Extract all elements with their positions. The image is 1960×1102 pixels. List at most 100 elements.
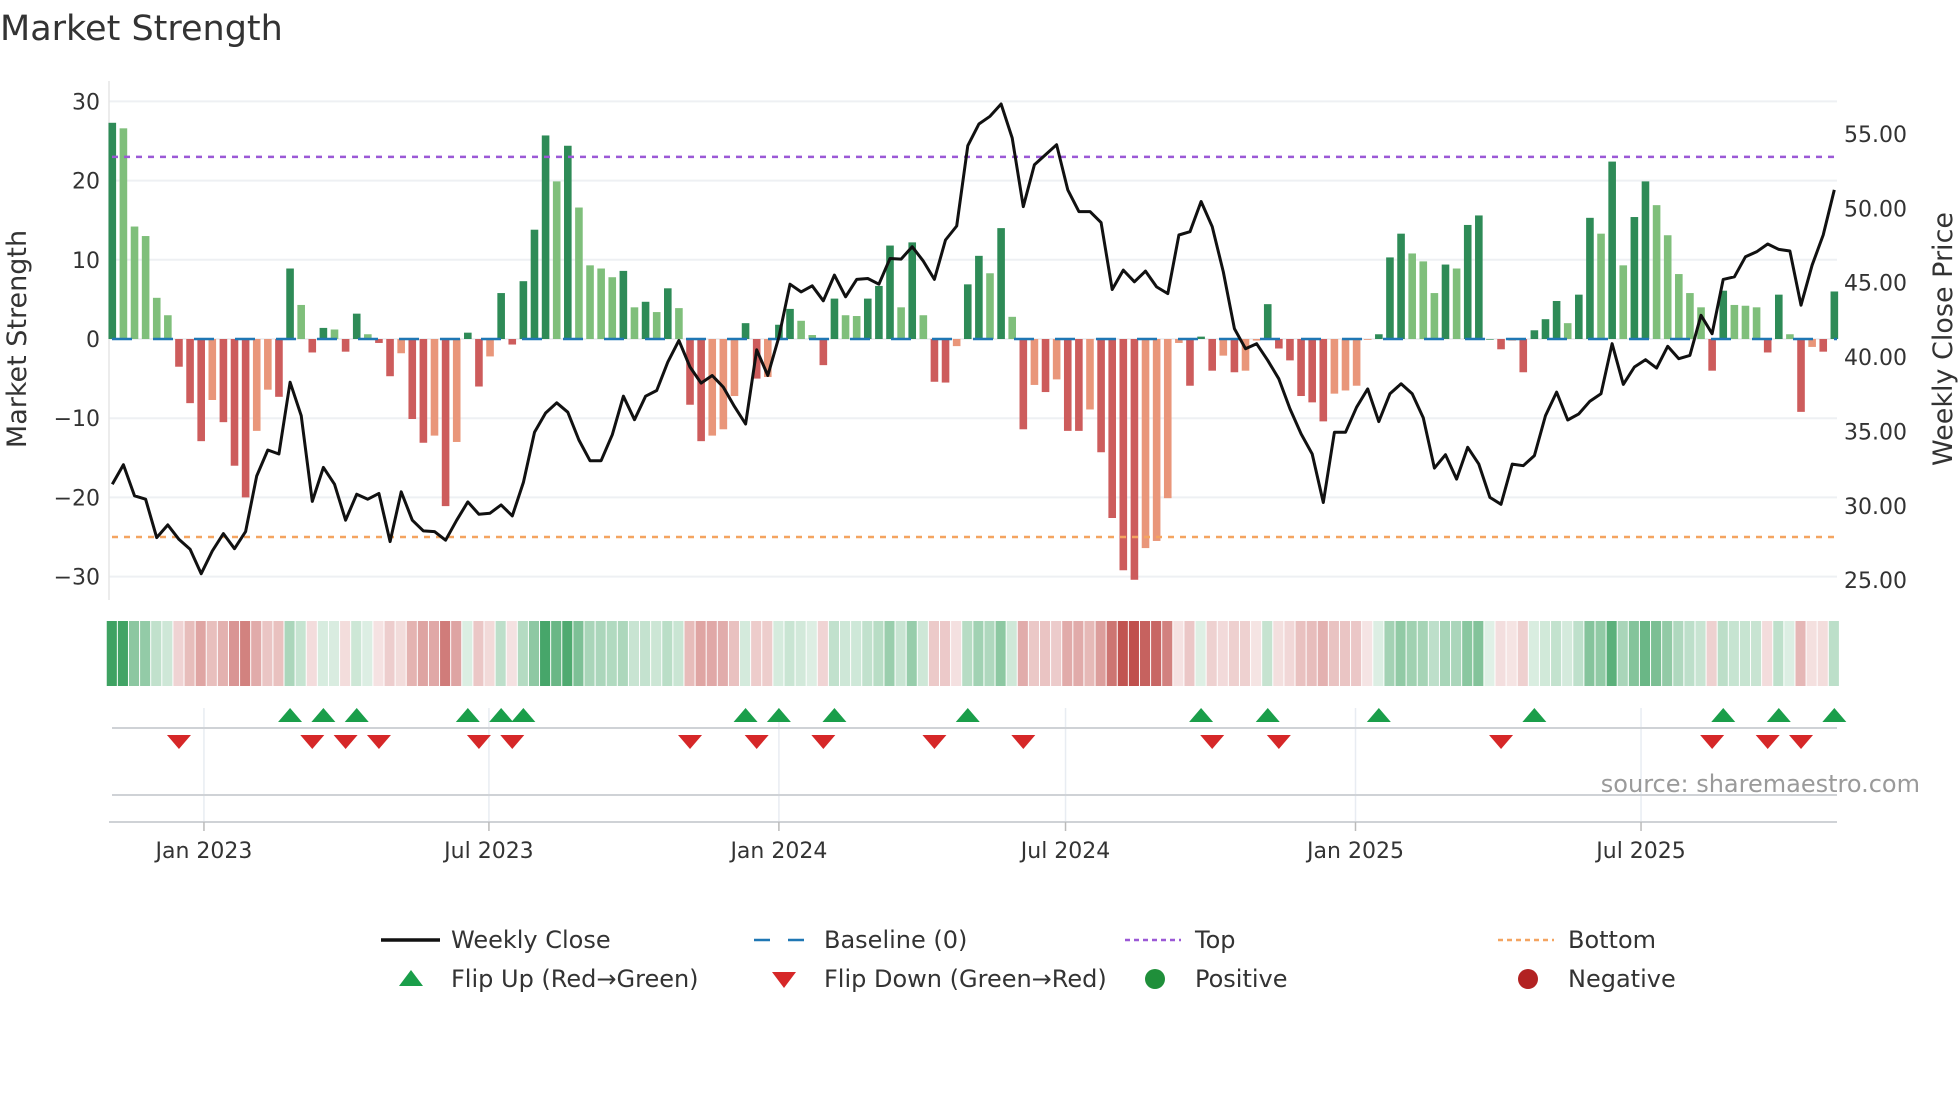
strength-bar — [219, 339, 228, 423]
strength-bar — [975, 255, 983, 339]
strength-bar — [986, 273, 994, 339]
heat-cell — [1617, 621, 1628, 686]
strength-bar — [1186, 339, 1194, 386]
strength-bar — [1730, 304, 1739, 339]
heat-cell — [1051, 621, 1062, 686]
flip-down-marker — [1266, 735, 1291, 749]
strength-bar — [708, 339, 717, 436]
heat-cell — [1351, 621, 1362, 686]
heat-cell — [1762, 621, 1773, 686]
strength-bar — [252, 339, 261, 431]
strength-bars — [108, 122, 1839, 580]
heat-cell — [1106, 621, 1117, 686]
strength-bar — [608, 277, 617, 339]
right-tick-label: 35.00 — [1844, 420, 1907, 445]
heat-cell — [1595, 621, 1606, 686]
flip-up-marker — [1522, 708, 1547, 722]
strength-bar — [1319, 339, 1328, 422]
heat-cell — [1717, 621, 1728, 686]
strength-bar — [1752, 307, 1761, 339]
flip-down-marker — [166, 735, 191, 749]
heat-cell — [1662, 621, 1673, 686]
strength-bar — [341, 339, 350, 352]
strength-bar — [1263, 304, 1272, 339]
heat-cell — [817, 621, 828, 686]
heat-cell — [184, 621, 195, 686]
strength-bar — [1052, 339, 1061, 380]
legend-label: Top — [1194, 926, 1236, 954]
strength-bar — [664, 288, 672, 339]
strength-bar — [863, 298, 872, 339]
strength-bar — [763, 339, 772, 378]
heat-cell — [362, 621, 373, 686]
heat-cell — [140, 621, 151, 686]
heat-cell — [395, 621, 406, 686]
heat-cell — [984, 621, 995, 686]
heat-cell — [617, 621, 628, 686]
flip-down-marker — [1200, 735, 1225, 749]
gridlines — [109, 100, 1837, 578]
strength-bar — [1830, 291, 1839, 339]
right-tick-label: 45.00 — [1844, 272, 1907, 297]
strength-bar — [963, 284, 972, 339]
strength-bar — [1275, 339, 1283, 349]
strength-bar — [1208, 339, 1216, 371]
strength-bar — [852, 316, 861, 339]
heat-cell — [851, 621, 862, 686]
heat-cell — [228, 621, 240, 686]
legend-item-close: Weekly Close — [381, 926, 611, 954]
strength-bar — [486, 339, 494, 357]
reference-lines — [112, 155, 1837, 539]
strength-bar — [897, 307, 905, 339]
flip-up-marker — [733, 708, 758, 722]
heat-cell — [1695, 621, 1706, 686]
heat-cell — [1773, 621, 1784, 686]
flip-down-marker — [1700, 735, 1725, 749]
heat-cell — [1506, 621, 1517, 686]
strength-bar — [1741, 305, 1750, 339]
heat-cell — [562, 621, 573, 686]
flip-down-icon — [772, 972, 796, 988]
flip-up-marker — [311, 708, 336, 722]
strength-bar — [1786, 334, 1794, 339]
heat-cell — [606, 621, 617, 686]
heat-cell — [1284, 621, 1295, 686]
strength-bar — [108, 122, 117, 339]
strength-bar — [1375, 334, 1383, 339]
heat-cell — [1251, 621, 1262, 686]
strength-bar — [1297, 339, 1305, 397]
heat-cell — [417, 621, 428, 686]
strength-bar — [1797, 339, 1805, 412]
legend-item-bottom: Bottom — [1498, 926, 1656, 954]
flip-up-marker — [489, 708, 514, 722]
heat-cell — [1151, 621, 1162, 686]
heat-cell — [206, 621, 217, 686]
strength-bar — [1286, 339, 1294, 361]
strength-bar — [1030, 339, 1039, 385]
heat-cell — [1362, 621, 1373, 686]
heat-cell — [273, 621, 284, 686]
heat-cell — [528, 621, 540, 686]
strength-bar — [1408, 253, 1416, 339]
heat-cell — [295, 621, 306, 686]
strength-bar — [819, 339, 828, 366]
heat-cell — [973, 621, 984, 686]
strength-bar — [1041, 339, 1050, 393]
heat-cell — [995, 621, 1006, 686]
heat-cell — [1751, 621, 1762, 686]
heat-cell — [1128, 621, 1139, 686]
weekly-close-line — [110, 102, 1836, 576]
flip-down-marker — [1011, 735, 1036, 749]
right-tick-label: 30.00 — [1844, 495, 1907, 520]
strength-bar — [1819, 339, 1828, 352]
heat-cell — [1006, 621, 1017, 686]
x-axis-ticks: Jan 2023 Jul 2023 Jan 2024 Jul 2024 Jan 2025… — [154, 822, 1686, 864]
legend-label: Bottom — [1568, 926, 1656, 954]
heat-cell — [251, 621, 262, 686]
heat-cell — [1495, 621, 1506, 686]
heat-cell — [1439, 621, 1451, 686]
heat-cell — [1028, 621, 1039, 686]
legend-label: Flip Down (Green→Red) — [824, 965, 1107, 993]
heat-cell — [673, 621, 684, 686]
